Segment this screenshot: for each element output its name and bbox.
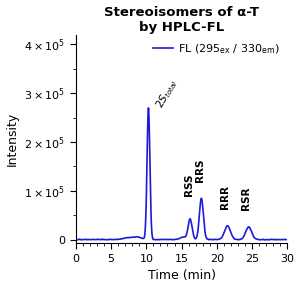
FL (295$_\mathregular{ex}$ / 330$_\mathregular{em}$) (124, 236, 128, 240)
Title: Stereoisomers of α-T
by HPLC-FL: Stereoisomers of α-T by HPLC-FL (104, 5, 259, 34)
Text: RSR: RSR (241, 187, 251, 210)
FL (295$_\mathregular{ex}$ / 330$_\mathregular{em}$) (123, 236, 127, 240)
FL (295$_\mathregular{ex}$ / 330$_\mathregular{em}$) (74, 238, 78, 241)
Y-axis label: Intensity: Intensity (6, 112, 19, 166)
Text: RRR: RRR (220, 185, 230, 209)
Legend: FL (295$_\mathregular{ex}$ / 330$_\mathregular{em}$): FL (295$_\mathregular{ex}$ / 330$_\mathr… (150, 40, 282, 58)
FL (295$_\mathregular{ex}$ / 330$_\mathregular{em}$) (263, 238, 267, 242)
Text: RSS: RSS (184, 173, 194, 196)
Line: FL (295$_\mathregular{ex}$ / 330$_\mathregular{em}$): FL (295$_\mathregular{ex}$ / 330$_\mathr… (76, 108, 287, 240)
Text: RRS: RRS (195, 158, 205, 182)
FL (295$_\mathregular{ex}$ / 330$_\mathregular{em}$) (125, 236, 129, 239)
Text: $2S_{total}$: $2S_{total}$ (153, 77, 181, 111)
FL (295$_\mathregular{ex}$ / 330$_\mathregular{em}$) (154, 238, 158, 242)
FL (295$_\mathregular{ex}$ / 330$_\mathregular{em}$) (284, 238, 288, 241)
FL (295$_\mathregular{ex}$ / 330$_\mathregular{em}$) (147, 106, 150, 109)
X-axis label: Time (min): Time (min) (148, 270, 216, 283)
FL (295$_\mathregular{ex}$ / 330$_\mathregular{em}$) (286, 238, 289, 241)
FL (295$_\mathregular{ex}$ / 330$_\mathregular{em}$) (169, 238, 172, 241)
